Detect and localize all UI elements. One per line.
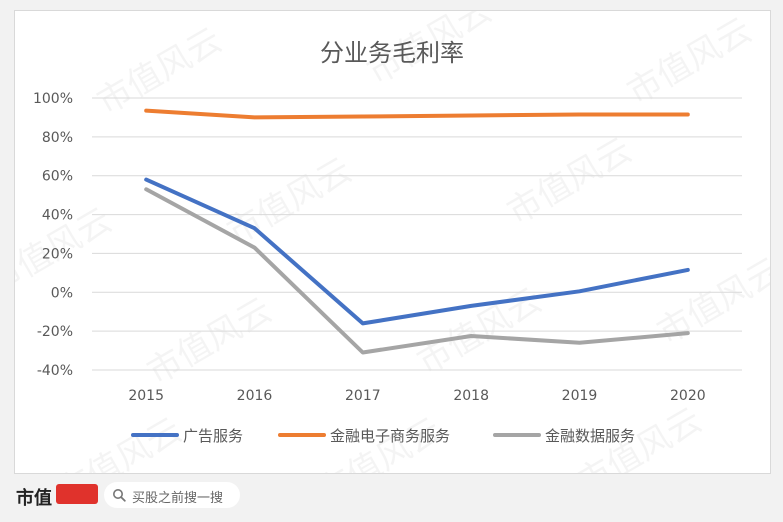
search-placeholder: 买股之前搜一搜 bbox=[132, 491, 224, 506]
legend-label: 广告服务 bbox=[183, 427, 243, 445]
chart-title: 分业务毛利率 bbox=[320, 39, 464, 67]
watermark-text: 市值风云 bbox=[651, 250, 770, 353]
y-tick-label: 80% bbox=[42, 130, 73, 146]
y-tick-label: 100% bbox=[33, 91, 73, 107]
y-tick-label: -40% bbox=[37, 363, 73, 379]
watermark-text: 市值风云 bbox=[501, 130, 639, 233]
x-tick-label: 2015 bbox=[128, 388, 164, 404]
x-tick-label: 2016 bbox=[237, 388, 273, 404]
legend-label: 金融电子商务服务 bbox=[330, 427, 450, 445]
series-line bbox=[144, 187, 690, 355]
watermark-text: 市值风云 bbox=[141, 290, 279, 393]
x-tick-label: 2017 bbox=[345, 388, 381, 404]
watermark-text: 市值风云 bbox=[91, 20, 229, 123]
legend-label: 金融数据服务 bbox=[545, 427, 635, 445]
watermark-text: 市值风云 bbox=[51, 410, 189, 473]
brand-logo-text: 市值 bbox=[16, 488, 52, 509]
y-tick-label: 0% bbox=[51, 285, 73, 301]
x-tick-label: 2020 bbox=[670, 388, 706, 404]
watermark-text: 市值风云 bbox=[221, 150, 359, 253]
y-tick-label: 20% bbox=[42, 246, 73, 262]
search-icon bbox=[113, 489, 126, 502]
x-tick-label: 2018 bbox=[453, 388, 489, 404]
x-tick-label: 2019 bbox=[562, 388, 598, 404]
y-tick-label: -20% bbox=[37, 324, 73, 340]
y-tick-label: 60% bbox=[42, 169, 73, 185]
series-line bbox=[144, 177, 690, 326]
search-box[interactable]: 买股之前搜一搜 bbox=[104, 482, 240, 508]
chart-card: 市值风云 市值风云 市值风云 市值风云 市值风云 市值风云 市值风云 市值风云 市值风云 市值风云… bbox=[14, 10, 771, 474]
series-line bbox=[144, 108, 690, 120]
brand-logo-badge bbox=[56, 484, 98, 504]
y-tick-label: 40% bbox=[42, 208, 73, 224]
footer-bar: 市值 买股之前搜一搜 bbox=[0, 474, 783, 522]
